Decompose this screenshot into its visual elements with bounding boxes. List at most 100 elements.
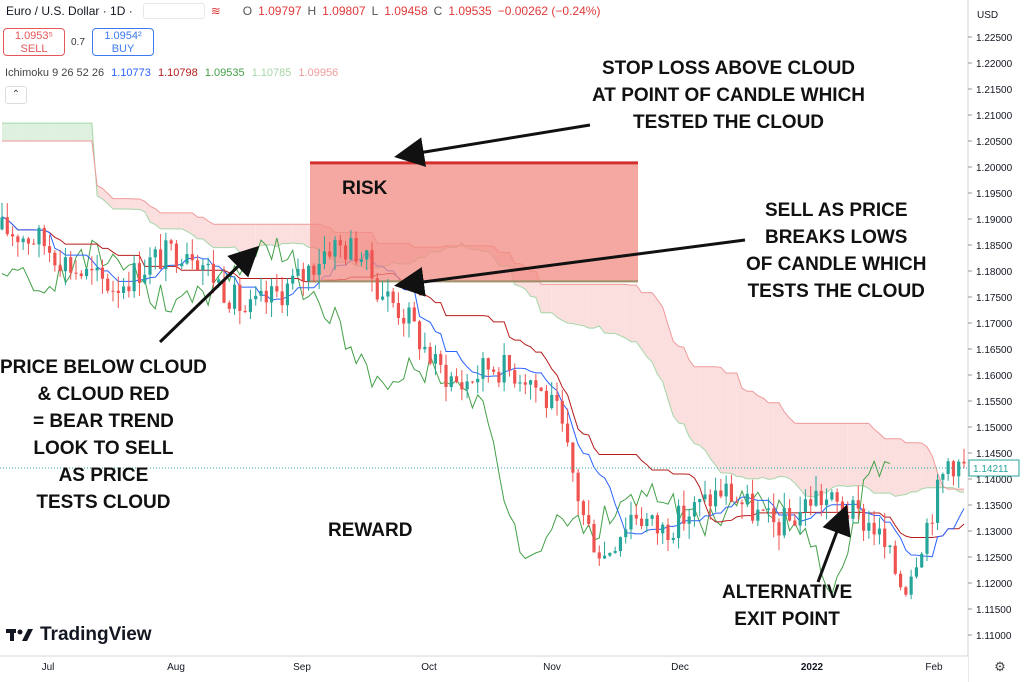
candle-body (793, 520, 797, 526)
candle-body (69, 257, 73, 273)
cloud-segment (821, 423, 827, 494)
cloud-segment (197, 217, 203, 239)
candle-body (248, 299, 253, 313)
candle-body (164, 240, 168, 270)
candle-body (507, 355, 512, 371)
candle-body (58, 265, 62, 272)
candle-body (63, 257, 68, 272)
symbol-search-box[interactable] (142, 3, 205, 19)
symbol-title[interactable]: Euro / U.S. Dollar · 1D · (6, 4, 133, 18)
cloud-segment (208, 220, 214, 248)
cloud-segment (81, 123, 87, 141)
candle-body (180, 263, 184, 267)
candle-body (201, 265, 205, 271)
cloud-segment (546, 284, 552, 313)
change-value: −0.00262 (−0.24%) (497, 4, 601, 18)
annotation-line: STOP LOSS ABOVE CLOUD (601, 58, 856, 79)
candle-body (835, 492, 839, 502)
price-tick-label: 1.21000 (976, 111, 1013, 122)
cloud-segment (541, 284, 547, 313)
cloud-segment (60, 123, 66, 141)
cloud-segment (599, 284, 605, 334)
cloud-segment (229, 224, 235, 248)
cloud-segment (583, 284, 589, 329)
cloud-segment (900, 438, 906, 496)
candle-body (930, 522, 934, 524)
candle-body (106, 278, 110, 291)
price-tick-label: 1.17500 (976, 293, 1013, 304)
candle-body (476, 378, 480, 383)
cloud-segment (567, 284, 573, 324)
candle-body (53, 252, 57, 266)
indicator-value: 1.10773 (111, 67, 151, 79)
high-label: H (307, 4, 317, 18)
candle-body (275, 286, 279, 292)
candle-body (772, 508, 776, 523)
cloud-segment (292, 224, 298, 244)
cloud-segment (303, 224, 309, 248)
cloud-segment (181, 212, 187, 232)
wave-icon[interactable]: ≋ (210, 4, 221, 18)
candle-body (777, 522, 781, 536)
price-tick-label: 1.12000 (976, 579, 1013, 590)
cloud-segment (282, 224, 288, 244)
candle-body (21, 238, 25, 243)
cloud-segment (604, 284, 610, 334)
candle-body (523, 382, 527, 385)
time-tick-label: 2022 (801, 662, 824, 673)
cloud-segment (652, 292, 658, 375)
bear-trend-arrow (158, 245, 260, 344)
candle-body (370, 250, 374, 279)
cloud-segment (837, 423, 843, 486)
candle-body (47, 246, 52, 253)
buy-button[interactable]: 1.0954² BUY (92, 28, 154, 56)
candle-body (782, 508, 786, 536)
price-tick-label: 1.13500 (976, 501, 1013, 512)
cloud-segment (588, 284, 594, 329)
cloud-segment (609, 284, 616, 334)
candle-body (259, 290, 263, 296)
cloud-segment (831, 423, 838, 488)
cloud-segment (255, 224, 261, 248)
candle-body (386, 291, 390, 297)
candle-body (888, 545, 892, 548)
sell-button[interactable]: 1.0953⁵ SELL (3, 28, 65, 56)
annotation-line: SELL AS PRICE (764, 200, 908, 221)
cloud-segment (39, 123, 45, 141)
price-tick-label: 1.14500 (976, 449, 1013, 460)
candle-body (571, 442, 575, 473)
candle-body (502, 355, 506, 383)
cloud-segment (28, 123, 34, 141)
candle-body (423, 346, 427, 350)
low-value: 1.09458 (384, 4, 428, 18)
cloud-segment (715, 366, 721, 473)
candle-body (592, 523, 596, 553)
candle-body (497, 371, 501, 383)
cloud-segment (128, 198, 135, 210)
cloud-segment (826, 423, 832, 493)
candle-body (819, 490, 823, 506)
candle-body (729, 483, 734, 502)
candle-body (909, 576, 913, 595)
cloud-segment (187, 212, 193, 235)
indicator-legend[interactable]: Ichimoku 9 26 52 26 1.10773 1.10798 1.09… (5, 67, 342, 79)
candle-body (127, 286, 131, 292)
cloud-segment (298, 224, 304, 244)
cloud-segment (816, 423, 822, 497)
annotation-line: EXIT POINT (734, 609, 840, 630)
candle-body (814, 490, 818, 506)
cloud-segment (33, 123, 39, 141)
indicator-value: 1.10785 (251, 67, 292, 79)
gear-icon[interactable]: ⚙ (994, 659, 1006, 674)
sell-annotation: SELL AS PRICE BREAKS LOWS OF CANDLE WHIC… (746, 197, 926, 305)
cloud-segment (678, 346, 684, 424)
candle-body (692, 502, 697, 517)
candle-body (624, 529, 628, 538)
cloud-segment (144, 201, 150, 222)
chevron-up-icon[interactable]: ⌃ (5, 86, 27, 104)
tradingview-logo[interactable]: TradingView (6, 624, 152, 646)
cloud-segment (551, 284, 557, 318)
candle-body (185, 254, 189, 264)
candle-body (925, 522, 929, 554)
